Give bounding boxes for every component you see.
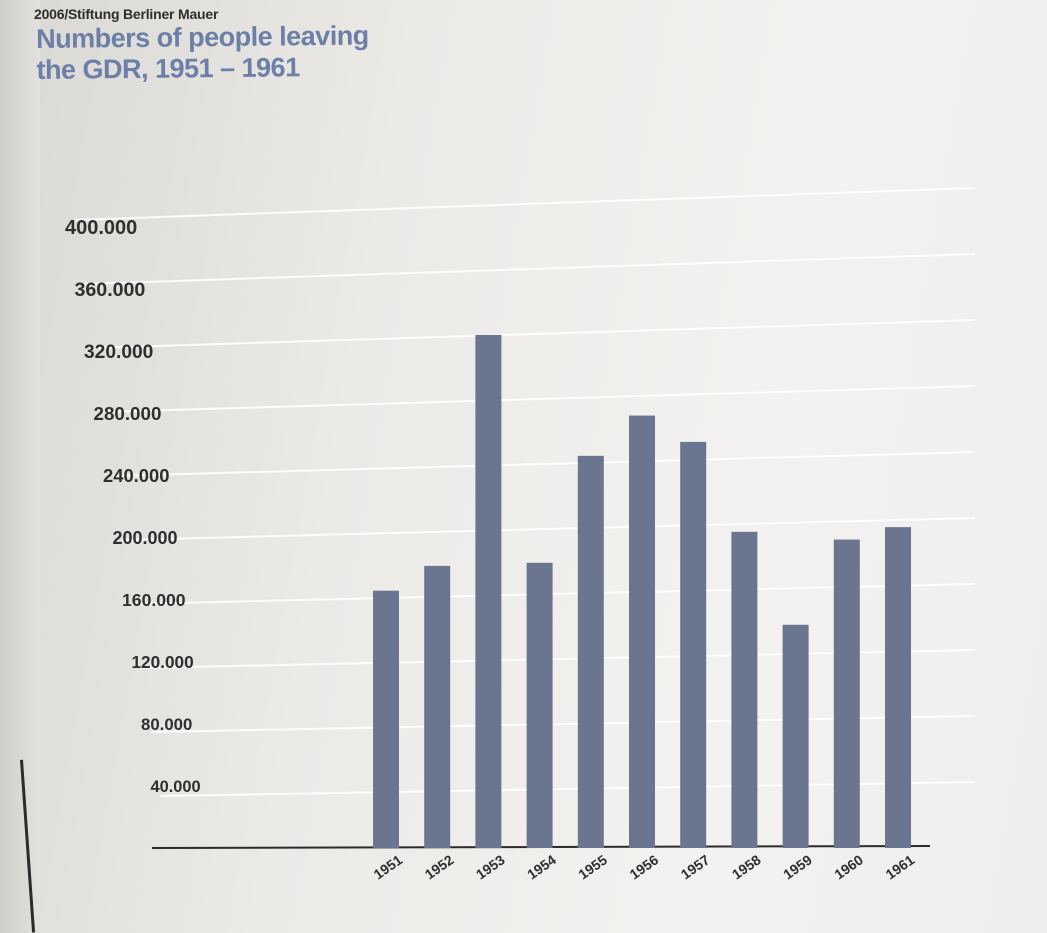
panel-edge <box>0 0 40 933</box>
gridline <box>112 451 976 477</box>
bar <box>885 527 911 848</box>
gridline <box>103 385 976 413</box>
x-tick-label: 1955 <box>575 851 610 882</box>
bar <box>424 565 451 848</box>
x-tick-label: 1960 <box>831 851 866 882</box>
bar <box>833 539 860 848</box>
y-tick-label: 160.000 <box>122 590 186 610</box>
bar <box>526 562 553 848</box>
y-tick-label: 240.000 <box>103 465 169 486</box>
bar <box>680 441 707 848</box>
x-tick-label: 1959 <box>780 851 815 882</box>
x-tick-label: 1952 <box>422 851 457 882</box>
x-tick-label: 1961 <box>883 851 918 882</box>
bar <box>577 455 604 848</box>
x-tick-label: 1958 <box>729 851 764 882</box>
bar <box>629 415 655 848</box>
y-tick-label: 360.000 <box>75 279 146 301</box>
y-tick-label: 200.000 <box>113 528 178 548</box>
bar <box>731 531 758 848</box>
bar <box>373 590 399 848</box>
gridline <box>122 517 976 541</box>
bar <box>475 334 502 848</box>
y-tick-label: 40.000 <box>151 778 201 796</box>
gridline <box>74 187 976 221</box>
bar <box>782 624 809 848</box>
credit-text: 2006/Stiftung Berliner Mauer <box>34 6 219 22</box>
y-tick-label: 320.000 <box>84 342 153 363</box>
x-tick-label: 1954 <box>524 851 559 882</box>
y-tick-label: 280.000 <box>94 403 162 424</box>
x-tick-label: 1956 <box>627 851 662 882</box>
gridline <box>93 319 976 349</box>
y-tick-label: 400.000 <box>65 217 137 239</box>
gridline <box>84 253 976 285</box>
x-tick-label: 1957 <box>678 851 713 882</box>
x-tick-label: 1953 <box>473 851 508 882</box>
y-tick-label: 120.000 <box>132 652 194 672</box>
x-tick-label: 1951 <box>371 851 406 882</box>
y-tick-label: 80.000 <box>141 715 192 734</box>
